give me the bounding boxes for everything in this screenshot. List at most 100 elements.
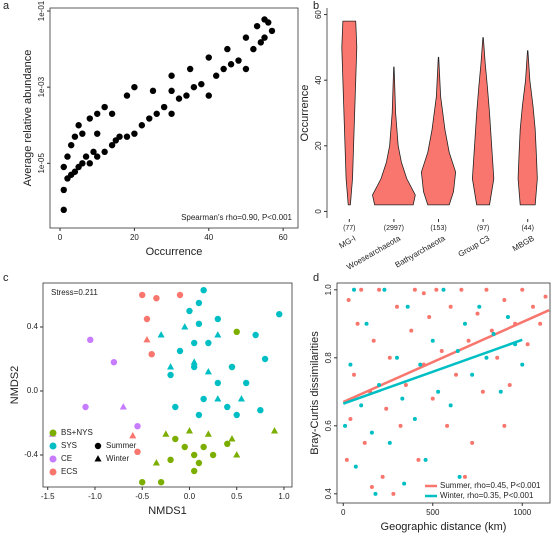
point <box>195 299 203 307</box>
point <box>119 403 127 410</box>
point <box>434 287 439 292</box>
point <box>445 423 450 428</box>
point <box>237 395 245 402</box>
legend-label: CE <box>61 454 72 463</box>
point <box>242 65 250 73</box>
point <box>520 362 525 367</box>
point <box>75 122 82 129</box>
point <box>79 160 86 167</box>
y-tick-label: 40 <box>314 75 323 84</box>
point <box>525 342 530 347</box>
point <box>409 328 414 333</box>
point <box>362 440 367 445</box>
point <box>430 396 435 401</box>
point <box>380 474 385 479</box>
point <box>209 451 217 459</box>
x-tick-label: 1000 <box>513 508 531 517</box>
point <box>507 383 512 388</box>
point <box>257 407 264 414</box>
point <box>205 92 212 99</box>
point <box>152 459 160 466</box>
point <box>371 338 376 343</box>
y-tick-label: 1e-05 <box>37 153 46 174</box>
point <box>265 19 272 26</box>
point <box>270 427 279 434</box>
point <box>448 403 453 408</box>
point <box>110 359 118 366</box>
point <box>369 485 374 490</box>
point <box>143 315 151 323</box>
x-tick-label: 0 <box>341 508 346 517</box>
point <box>205 339 212 347</box>
x-tick-label: 1.0 <box>278 492 290 501</box>
point <box>175 95 183 102</box>
point <box>398 423 403 428</box>
y-axis-label: Bray-Curtis dissimilarities <box>309 331 321 455</box>
annotation: Stress=0.211 <box>51 288 98 297</box>
point <box>377 287 382 292</box>
point <box>373 491 378 496</box>
point <box>470 440 475 445</box>
point <box>377 383 382 388</box>
legend-swatch <box>49 429 57 437</box>
violin <box>420 56 457 206</box>
point <box>224 440 231 447</box>
point <box>116 133 123 140</box>
point <box>168 87 175 95</box>
y-tick-label: 1e-01 <box>37 0 46 21</box>
point <box>387 355 392 360</box>
y-tick-label: 0.6 <box>324 420 333 432</box>
point <box>71 133 79 140</box>
point <box>505 315 510 320</box>
point <box>60 163 67 171</box>
point <box>148 351 155 358</box>
point <box>168 110 175 117</box>
point <box>157 479 165 486</box>
point <box>138 122 146 129</box>
point <box>153 110 160 117</box>
point <box>353 464 358 469</box>
point <box>176 347 184 355</box>
point <box>60 206 67 214</box>
point <box>176 291 184 299</box>
point <box>359 287 364 292</box>
point <box>86 115 93 122</box>
point <box>382 287 387 292</box>
legend-label: Winter, rho=0.35, P<0.001 <box>440 491 534 500</box>
y-tick-label: 1e-03 <box>37 76 46 97</box>
violin <box>517 50 538 206</box>
point <box>190 83 198 91</box>
point <box>462 321 467 326</box>
x-tick-label: 0.5 <box>231 492 243 501</box>
point <box>195 320 203 327</box>
count-label: (77) <box>343 225 355 232</box>
point <box>162 430 170 437</box>
point <box>253 22 261 30</box>
x-tick-label: Group C3 <box>457 233 492 258</box>
point <box>205 54 212 61</box>
y-axis-label: Occurrence <box>299 85 311 142</box>
point <box>168 72 175 79</box>
point <box>139 479 146 486</box>
legend-label: BS+NYS <box>61 428 93 437</box>
point <box>190 451 198 459</box>
point <box>520 287 525 292</box>
x-tick-label: -1.5 <box>41 492 55 501</box>
point <box>134 423 141 430</box>
point <box>359 403 364 408</box>
x-tick-label: MG-I <box>337 234 357 251</box>
point <box>423 457 428 462</box>
x-tick-label: Bathyarchaeota <box>394 233 448 269</box>
x-tick-label: MBGB <box>511 234 536 254</box>
point <box>441 287 446 292</box>
point <box>101 148 108 156</box>
point <box>143 335 151 343</box>
plot-frame <box>49 7 299 229</box>
point <box>94 153 101 160</box>
point <box>405 304 410 309</box>
point <box>348 362 353 367</box>
x-tick-label: 40 <box>204 233 213 242</box>
x-axis-label: Occurrence <box>146 246 203 258</box>
point <box>167 363 175 370</box>
point <box>224 45 231 53</box>
